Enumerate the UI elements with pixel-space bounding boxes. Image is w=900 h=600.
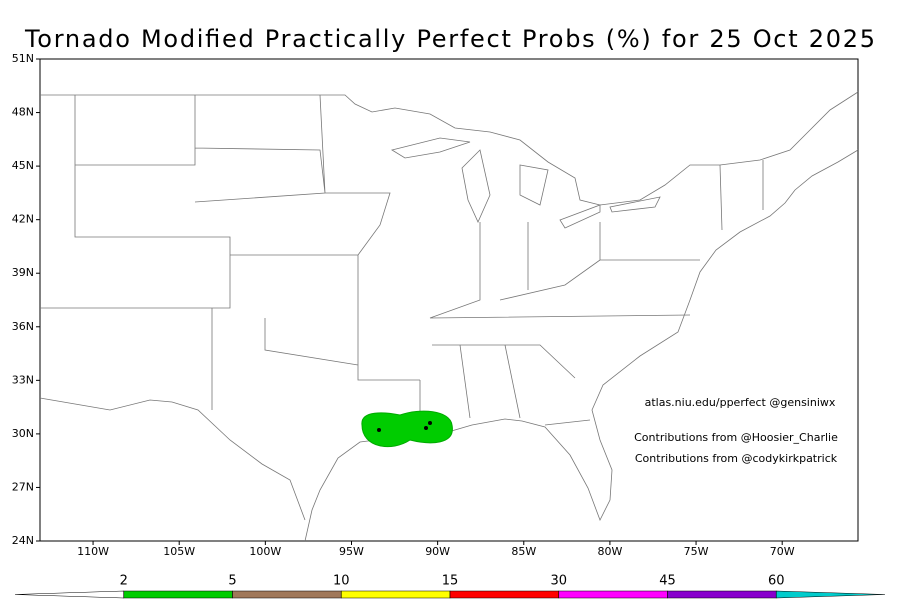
- lon-label: 70W: [770, 545, 795, 558]
- map-frame: [39, 58, 859, 542]
- lon-label: 95W: [339, 545, 364, 558]
- lat-label: 27N: [12, 480, 34, 493]
- lat-label: 24N: [12, 534, 34, 547]
- lon-label: 110W: [77, 545, 109, 558]
- colorbar-segment: [558, 590, 668, 599]
- lon-label: 85W: [511, 545, 536, 558]
- annotation: Contributions from @Hoosier_Charlie: [634, 431, 838, 444]
- colorbar-segment: [667, 590, 777, 599]
- great-lakes: [390, 137, 661, 229]
- colorbar-segment: [14, 590, 125, 599]
- probability-area: [361, 410, 453, 448]
- tornado-report: [424, 426, 428, 430]
- colorbar-label: 15: [442, 574, 459, 589]
- lat-label: 51N: [12, 52, 34, 65]
- colorbar-label: 30: [550, 574, 567, 589]
- lat-label: 30N: [12, 427, 34, 440]
- colorbar-label: 60: [768, 574, 785, 589]
- lon-label: 75W: [684, 545, 709, 558]
- lat-label: 33N: [12, 373, 34, 386]
- colorbar-segment: [123, 590, 233, 599]
- colorbar-label: 45: [659, 574, 676, 589]
- lon-label: 80W: [597, 545, 622, 558]
- annotation: Contributions from @codykirkpatrick: [635, 452, 838, 465]
- colorbar-segment: [232, 590, 342, 599]
- lat-label: 36N: [12, 320, 34, 333]
- lat-label: 45N: [12, 159, 34, 172]
- colorbar-label: 10: [333, 574, 350, 589]
- probability-contour: [361, 410, 453, 448]
- title: Tornado Modified Practically Perfect Pro…: [24, 25, 875, 53]
- colorbar-segment: [775, 590, 886, 599]
- colorbar-segment: [340, 590, 451, 599]
- colorbar-segment: [449, 590, 560, 599]
- colorbar-label: 5: [228, 574, 236, 589]
- lon-label: 90W: [425, 545, 450, 558]
- tornado-report: [377, 428, 381, 432]
- mexico-border: [39, 397, 306, 521]
- tornado-report: [428, 421, 432, 425]
- annotation: atlas.niu.edu/pperfect @gensiniwx: [645, 396, 836, 409]
- state-lines: [40, 94, 764, 430]
- lon-label: 100W: [249, 545, 281, 558]
- lon-label: 105W: [163, 545, 195, 558]
- lat-label: 39N: [12, 266, 34, 279]
- lat-label: 48N: [12, 106, 34, 119]
- colorbar-label: 2: [120, 574, 128, 589]
- canada-border: [40, 91, 859, 206]
- lat-label: 42N: [12, 213, 34, 226]
